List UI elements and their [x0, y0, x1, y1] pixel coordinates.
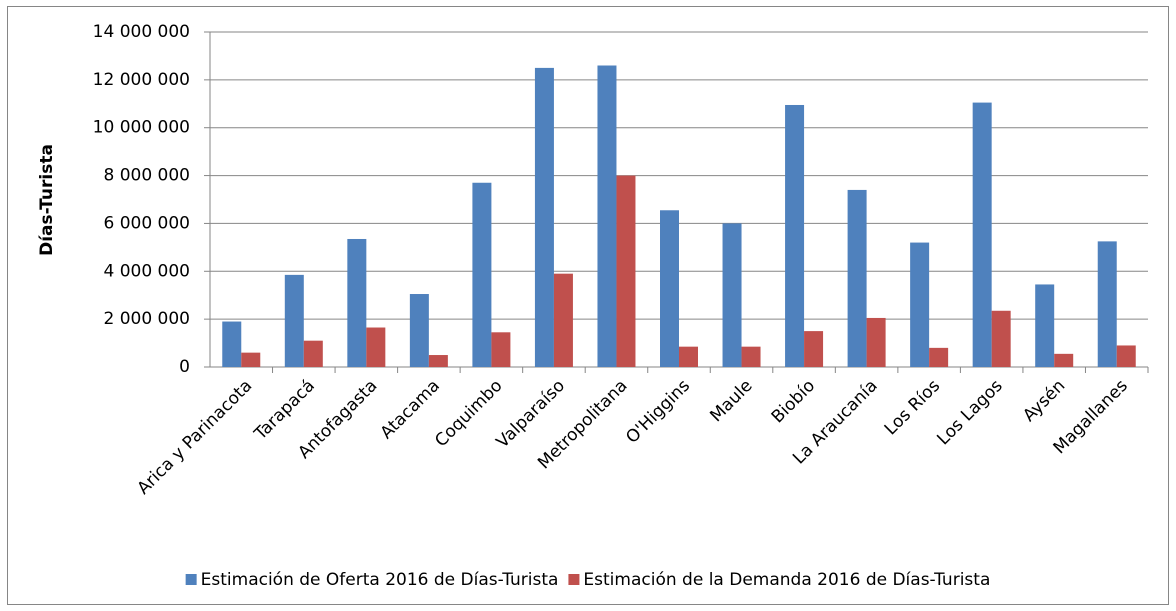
y-tick-label: 12 000 000	[93, 70, 190, 90]
bar	[409, 294, 429, 367]
bar	[1097, 241, 1117, 367]
bar	[910, 242, 930, 367]
bar	[804, 331, 824, 367]
y-tick-label: 4 000 000	[103, 261, 190, 281]
bar	[1116, 345, 1136, 367]
bar	[303, 340, 323, 367]
bar	[1035, 284, 1055, 367]
bar	[534, 67, 554, 368]
bar	[972, 102, 992, 367]
y-tick-label: 10 000 000	[93, 118, 190, 138]
bar	[241, 352, 261, 367]
bar	[722, 223, 742, 367]
bar	[491, 332, 511, 367]
y-tick-label: 8 000 000	[103, 166, 190, 186]
legend-swatch	[568, 574, 580, 585]
y-tick-label: 2 000 000	[103, 309, 190, 329]
bar	[366, 327, 386, 367]
y-tick-label: 14 000 000	[93, 22, 190, 42]
bar	[553, 273, 573, 367]
bar	[597, 65, 617, 367]
bar	[616, 175, 636, 367]
bar	[847, 189, 867, 367]
y-tick-label: 6 000 000	[103, 213, 190, 233]
legend-swatch	[185, 574, 197, 585]
legend-label: Estimación de Oferta 2016 de Días-Turist…	[201, 570, 559, 590]
y-tick-label: 0	[179, 357, 190, 377]
bar	[785, 104, 805, 367]
bar	[472, 182, 492, 367]
chart-border	[7, 6, 1169, 605]
bar	[428, 355, 448, 367]
bar	[1054, 353, 1074, 367]
bar	[660, 210, 679, 367]
bar	[741, 346, 761, 367]
bar	[929, 347, 949, 367]
bar	[222, 321, 242, 367]
bar	[991, 310, 1011, 367]
bar	[679, 346, 698, 367]
bar	[866, 317, 886, 367]
bar	[284, 274, 304, 367]
y-axis-title: Días-Turista	[37, 144, 57, 256]
legend-label: Estimación de la Demanda 2016 de Días-Tu…	[583, 570, 990, 590]
bar	[347, 238, 367, 367]
